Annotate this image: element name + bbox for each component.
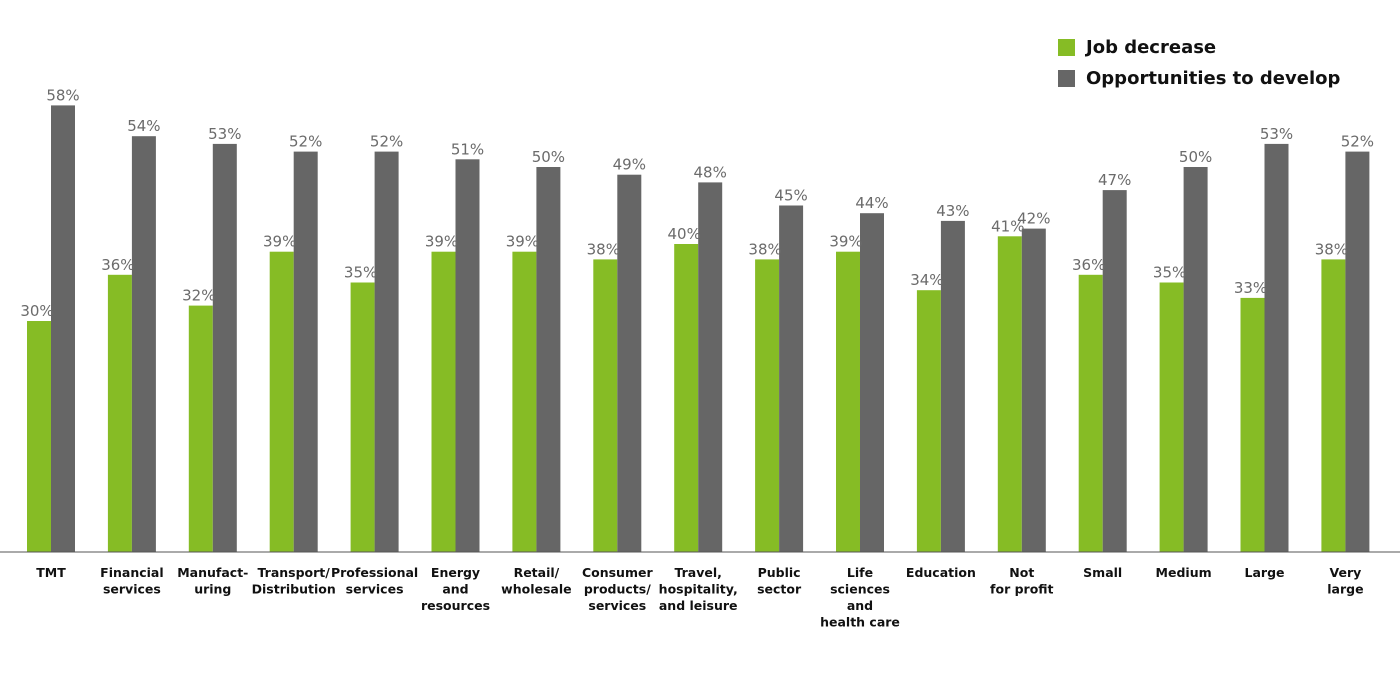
bar-retail-wholesale-job-decrease bbox=[512, 251, 537, 552]
bar-very-large-opportunities-to-develop bbox=[1345, 151, 1370, 552]
bar-travel-hospitality-and-leisure-opportunities-to-develop bbox=[698, 182, 723, 552]
bar-professional-services-opportunities-to-develop bbox=[374, 151, 399, 552]
value-label-energy-and-resources-job-decrease: 39% bbox=[425, 233, 458, 251]
bar-very-large-job-decrease bbox=[1321, 259, 1346, 552]
bar-education-job-decrease bbox=[916, 290, 941, 552]
legend-label-opportunities: Opportunities to develop bbox=[1086, 68, 1341, 89]
value-label-education-job-decrease: 34% bbox=[910, 271, 943, 289]
bar-energy-and-resources-opportunities-to-develop bbox=[455, 159, 480, 553]
bar-small-opportunities-to-develop bbox=[1102, 190, 1127, 552]
value-label-public-sector-job-decrease: 38% bbox=[748, 240, 781, 258]
bar-transport-distribution-job-decrease bbox=[269, 251, 294, 552]
bar-financial-services-job-decrease bbox=[107, 274, 132, 552]
bar-medium-opportunities-to-develop bbox=[1183, 167, 1208, 552]
value-labels-layer: 30% 58% 36% 54% 32% 53% 39% 52% 35% 52% 39% 51% 39% 5… bbox=[20, 86, 1374, 320]
bar-medium-job-decrease bbox=[1159, 282, 1184, 552]
value-label-transport-distribution-opportunities-to-develop: 52% bbox=[289, 133, 322, 151]
value-label-consumer-products-services-job-decrease: 38% bbox=[587, 240, 620, 258]
bar-consumer-products-services-opportunities-to-develop bbox=[617, 174, 642, 552]
value-label-retail-wholesale-opportunities-to-develop: 50% bbox=[532, 148, 565, 166]
bar-financial-services-opportunities-to-develop bbox=[131, 136, 156, 552]
value-label-life-sciences-and-health-care-opportunities-to-develop: 44% bbox=[855, 194, 888, 212]
category-label-financial-services: Financial services bbox=[100, 565, 163, 597]
category-label-life-sciences-and-health-care: Life sciences and health care bbox=[820, 565, 900, 630]
bar-travel-hospitality-and-leisure-job-decrease bbox=[674, 244, 699, 552]
value-label-energy-and-resources-opportunities-to-develop: 51% bbox=[451, 140, 484, 158]
bar-public-sector-job-decrease bbox=[755, 259, 780, 552]
legend-item-opportunities: Opportunities to develop bbox=[1058, 63, 1340, 94]
bar-retail-wholesale-opportunities-to-develop bbox=[536, 167, 561, 552]
bar-tmt-opportunities-to-develop bbox=[51, 105, 75, 553]
value-label-transport-distribution-job-decrease: 39% bbox=[263, 233, 296, 251]
value-label-manufact-uring-opportunities-to-develop: 53% bbox=[208, 125, 241, 143]
value-label-large-opportunities-to-develop: 53% bbox=[1260, 125, 1293, 143]
value-label-public-sector-opportunities-to-develop: 45% bbox=[774, 187, 807, 205]
value-label-small-opportunities-to-develop: 47% bbox=[1098, 171, 1131, 189]
category-label-professional-services: Professional services bbox=[331, 565, 418, 597]
bar-large-opportunities-to-develop bbox=[1264, 143, 1289, 552]
bar-large-job-decrease bbox=[1240, 297, 1265, 552]
value-label-manufact-uring-job-decrease: 32% bbox=[182, 287, 215, 305]
legend-swatch-opportunities bbox=[1058, 70, 1075, 87]
category-label-medium: Medium bbox=[1156, 565, 1212, 580]
bar-life-sciences-and-health-care-opportunities-to-develop bbox=[860, 213, 884, 552]
bar-energy-and-resources-job-decrease bbox=[431, 251, 456, 552]
bar-manufact-uring-opportunities-to-develop bbox=[212, 143, 237, 552]
value-label-life-sciences-and-health-care-job-decrease: 39% bbox=[829, 233, 862, 251]
category-label-transport-distribution: Transport/Distribution bbox=[252, 565, 336, 597]
category-label-education: Education bbox=[906, 565, 976, 580]
bar-transport-distribution-opportunities-to-develop bbox=[293, 151, 318, 552]
value-label-very-large-opportunities-to-develop: 52% bbox=[1341, 133, 1374, 151]
value-label-travel-hospitality-and-leisure-opportunities-to-develop: 48% bbox=[694, 163, 727, 181]
bar-education-opportunities-to-develop bbox=[940, 220, 965, 552]
value-label-not-for-profit-job-decrease: 41% bbox=[991, 217, 1024, 235]
value-label-professional-services-job-decrease: 35% bbox=[344, 264, 377, 282]
category-label-small: Small bbox=[1083, 565, 1122, 580]
bar-small-job-decrease bbox=[1078, 274, 1103, 552]
bar-not-for-profit-job-decrease bbox=[997, 236, 1022, 553]
value-label-very-large-job-decrease: 38% bbox=[1315, 240, 1348, 258]
value-label-small-job-decrease: 36% bbox=[1072, 256, 1105, 274]
value-label-consumer-products-services-opportunities-to-develop: 49% bbox=[613, 156, 646, 174]
value-label-travel-hospitality-and-leisure-job-decrease: 40% bbox=[668, 225, 701, 243]
value-label-medium-opportunities-to-develop: 50% bbox=[1179, 148, 1212, 166]
value-label-financial-services-job-decrease: 36% bbox=[101, 256, 134, 274]
bar-tmt-job-decrease bbox=[27, 321, 51, 552]
category-label-manufact-uring: Manufact-uring bbox=[177, 565, 248, 597]
category-label-consumer-products-services: Consumer products/services bbox=[582, 565, 654, 613]
legend-swatch-job-decrease bbox=[1058, 39, 1075, 56]
value-label-education-opportunities-to-develop: 43% bbox=[936, 202, 969, 220]
value-label-medium-job-decrease: 35% bbox=[1153, 264, 1186, 282]
bar-manufact-uring-job-decrease bbox=[188, 305, 213, 552]
legend: Job decrease Opportunities to develop bbox=[1058, 32, 1340, 94]
value-label-large-job-decrease: 33% bbox=[1234, 279, 1267, 297]
category-label-very-large: Very large bbox=[1327, 565, 1363, 597]
category-label-tmt: TMT bbox=[36, 565, 66, 580]
value-label-tmt-opportunities-to-develop: 58% bbox=[46, 86, 79, 104]
value-label-financial-services-opportunities-to-develop: 54% bbox=[127, 117, 160, 135]
category-label-energy-and-resources: Energy and resources bbox=[421, 565, 490, 613]
bar-public-sector-opportunities-to-develop bbox=[779, 205, 804, 552]
bar-life-sciences-and-health-care-job-decrease bbox=[836, 251, 860, 552]
value-label-professional-services-opportunities-to-develop: 52% bbox=[370, 133, 403, 151]
bar-consumer-products-services-job-decrease bbox=[593, 259, 618, 552]
category-label-not-for-profit: Not for profit bbox=[990, 565, 1054, 597]
value-label-tmt-job-decrease: 30% bbox=[20, 302, 53, 320]
bars-layer bbox=[27, 105, 1370, 553]
value-label-not-for-profit-opportunities-to-develop: 42% bbox=[1017, 210, 1050, 228]
bar-not-for-profit-opportunities-to-develop bbox=[1021, 228, 1046, 552]
category-label-large: Large bbox=[1245, 565, 1285, 580]
legend-item-job-decrease: Job decrease bbox=[1058, 32, 1340, 63]
category-label-travel-hospitality-and-leisure: Travel, hospitality, and leisure bbox=[659, 565, 738, 613]
legend-label-job-decrease: Job decrease bbox=[1086, 37, 1217, 58]
bar-professional-services-job-decrease bbox=[350, 282, 375, 552]
category-label-retail-wholesale: Retail/wholesale bbox=[501, 565, 571, 597]
category-labels-layer: TMT Financial services Manufact-uringTransp… bbox=[36, 565, 1363, 630]
value-label-retail-wholesale-job-decrease: 39% bbox=[506, 233, 539, 251]
category-label-public-sector: Public sector bbox=[757, 565, 802, 597]
